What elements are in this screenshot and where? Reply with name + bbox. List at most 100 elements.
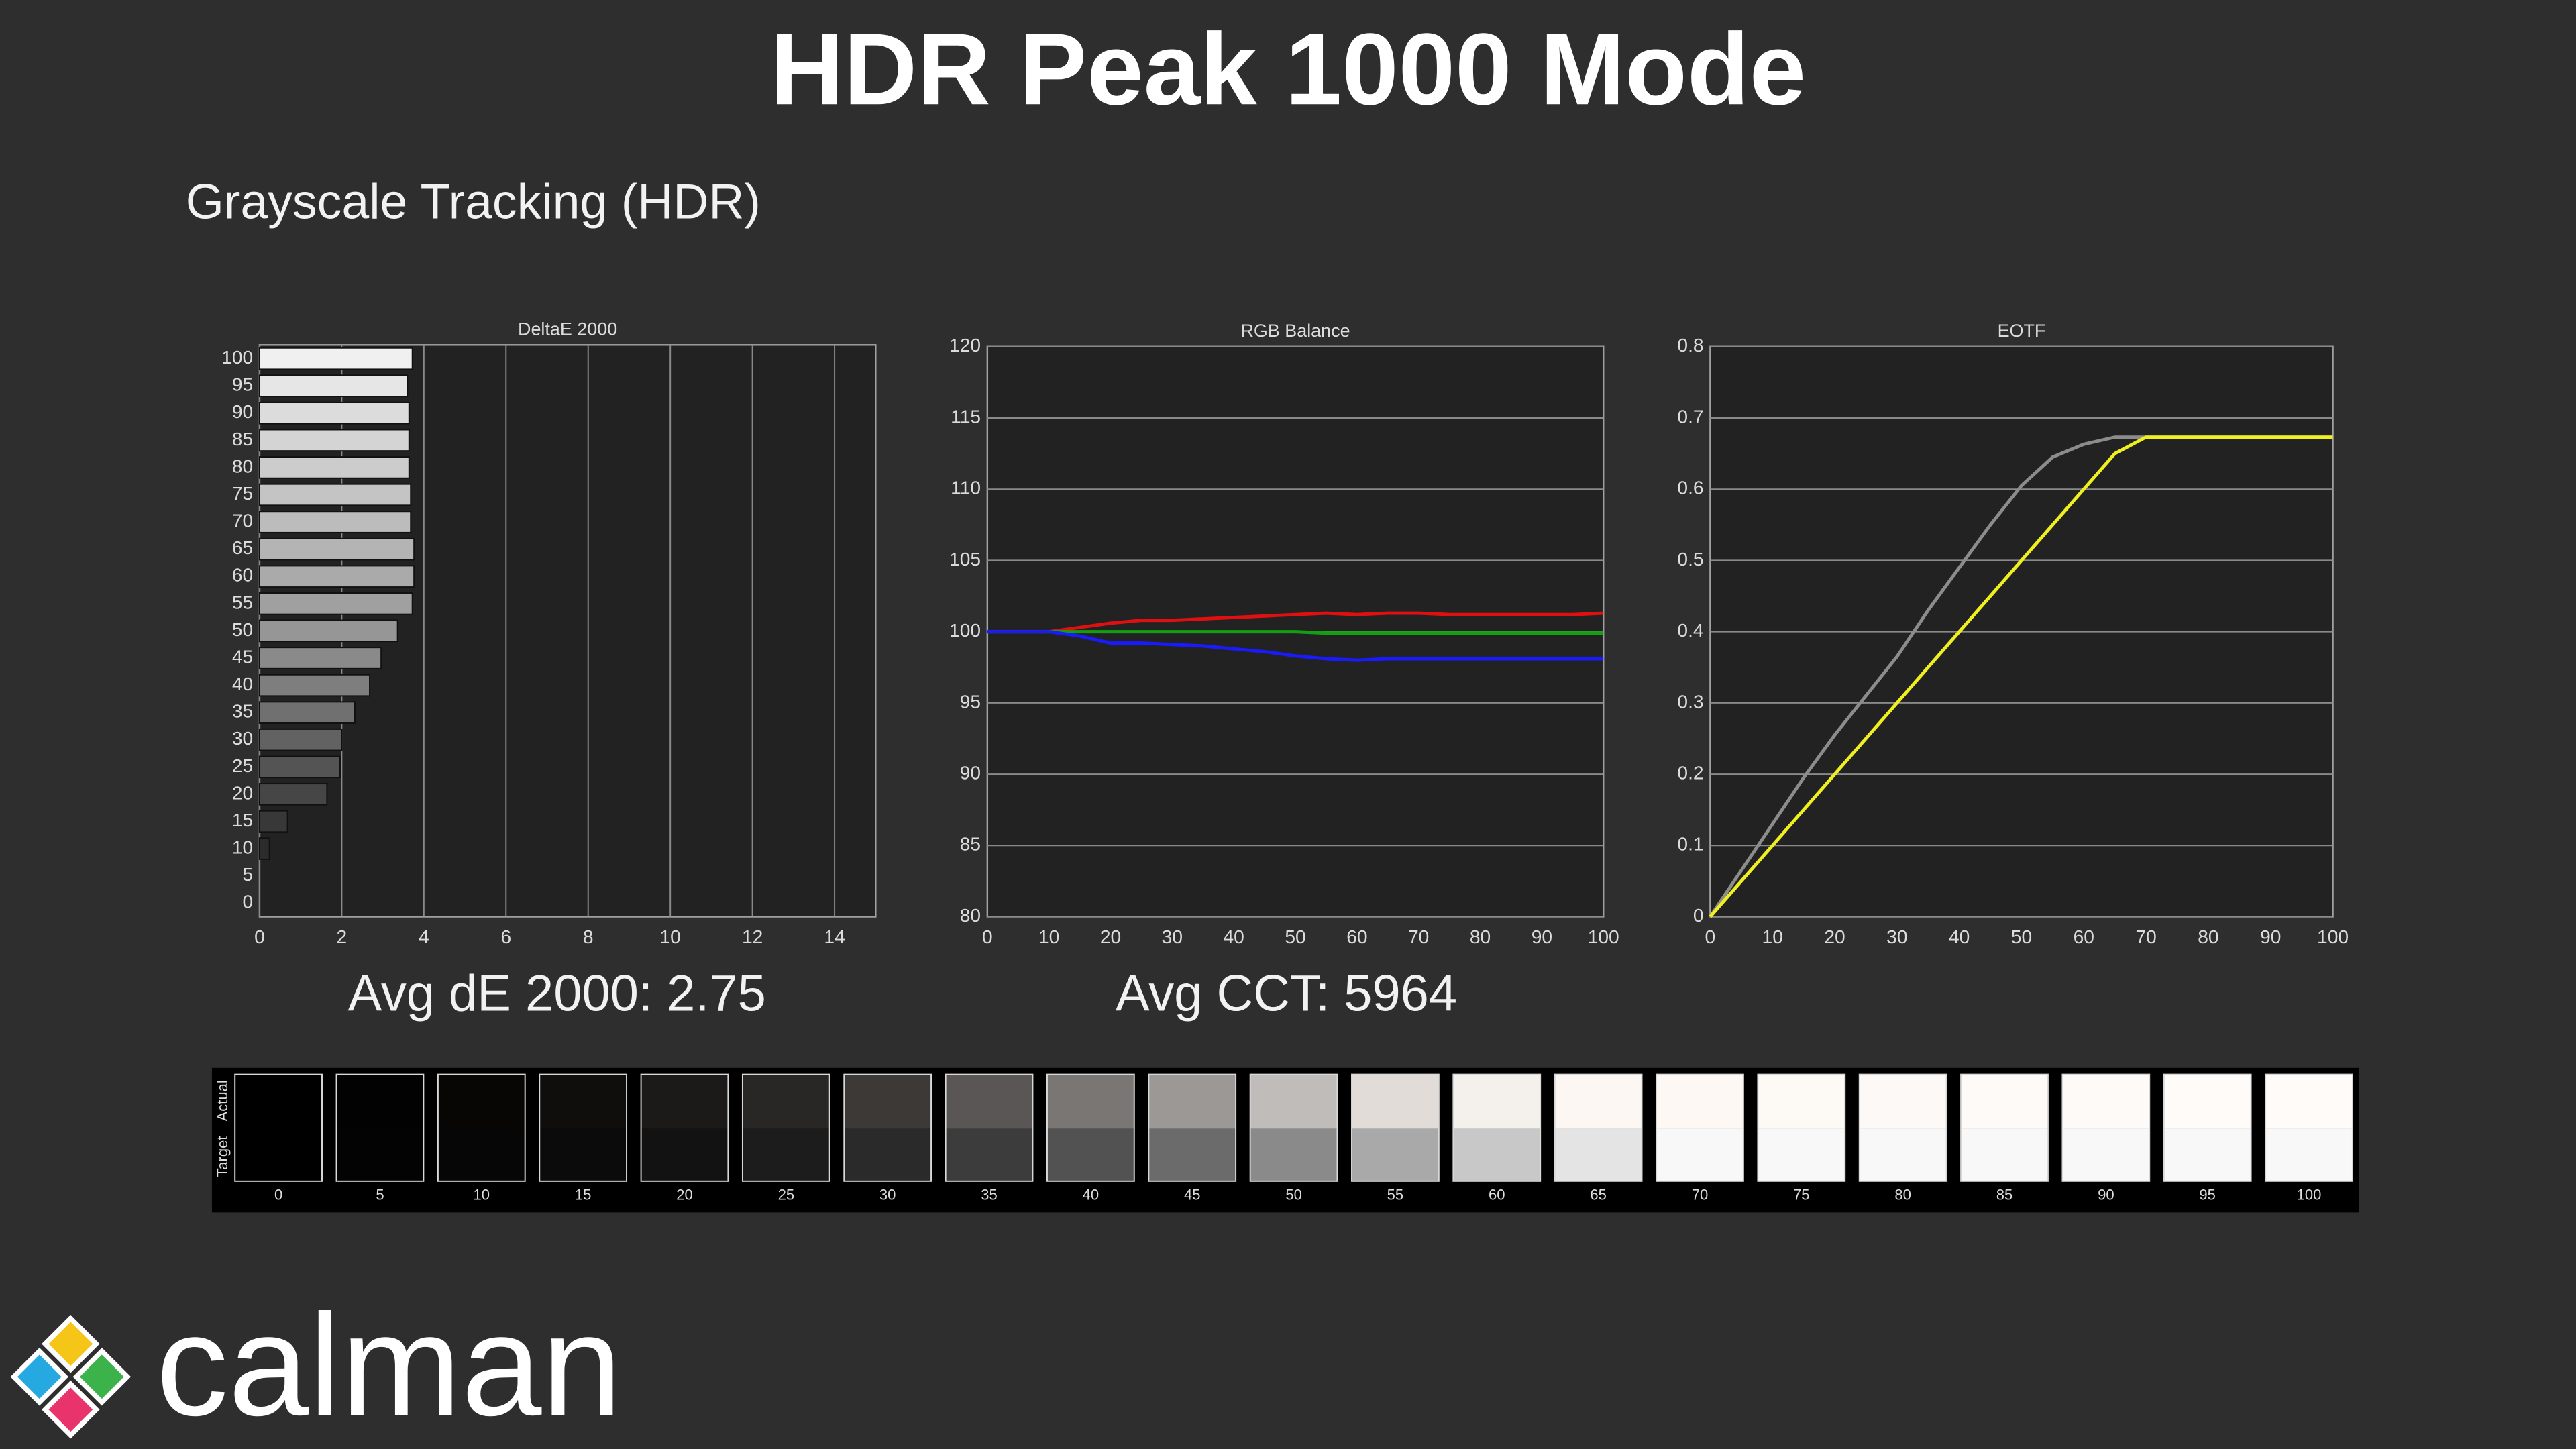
swatch-actual: [1352, 1074, 1439, 1129]
swatch-actual: [2163, 1074, 2251, 1129]
swatch-border: [1656, 1073, 1744, 1182]
swatch-label: 70: [1692, 1187, 1709, 1203]
swatch-border: [1148, 1073, 1237, 1182]
x-tick-label: 10: [1762, 926, 1783, 947]
x-tick-label: 20: [1824, 926, 1845, 947]
y-tick-label: 100: [221, 347, 253, 368]
swatch-actual: [437, 1074, 525, 1129]
swatch-target: [641, 1128, 729, 1181]
swatch-actual: [1250, 1074, 1338, 1129]
logo-diamond: [10, 1347, 69, 1406]
x-tick-label: 0: [254, 926, 265, 947]
swatch-border: [1046, 1073, 1135, 1182]
y-tick-label: 0.5: [1677, 549, 1703, 570]
y-tick-label: 120: [949, 335, 981, 356]
avg-de: Avg dE 2000: 2.75: [348, 965, 766, 1022]
swatch-label: 100: [2297, 1187, 2322, 1203]
x-tick-label: 70: [2135, 926, 2156, 947]
y-tick-label: 65: [232, 537, 253, 558]
bar: [258, 837, 270, 860]
y-tick-label: 115: [951, 406, 981, 427]
x-tick-label: 2: [337, 926, 347, 947]
x-tick-label: 80: [2198, 926, 2218, 947]
series-line: [987, 611, 1604, 634]
y-tick-label: 25: [232, 755, 253, 776]
swatch-actual: [1453, 1074, 1541, 1129]
swatch-label: 80: [1894, 1187, 1911, 1203]
swatch-label: 50: [1285, 1187, 1302, 1203]
swatch-label: 0: [274, 1187, 282, 1203]
y-tick-label: 35: [232, 701, 253, 722]
logo-icon: [10, 1314, 131, 1439]
y-tick-label: 0.6: [1677, 478, 1703, 498]
swatch-target: [437, 1128, 525, 1181]
swatch-border: [437, 1073, 526, 1182]
y-tick-label: 0.3: [1677, 691, 1703, 712]
swatch-actual: [844, 1074, 932, 1129]
y-tick-label: 85: [960, 834, 981, 855]
y-tick-label: 0.2: [1677, 763, 1703, 784]
swatch-border: [1858, 1073, 1947, 1182]
swatch-target: [1148, 1128, 1236, 1181]
swatch-actual: [1554, 1074, 1642, 1129]
chart-title: RGB Balance: [1240, 321, 1350, 341]
page-title: HDR Peak 1000 Mode: [770, 13, 1806, 126]
y-tick-label: 85: [232, 429, 253, 449]
bar: [258, 783, 328, 806]
y-tick-label: 80: [232, 455, 253, 476]
swatch-actual: [235, 1074, 322, 1129]
y-tick-label: 95: [960, 691, 981, 712]
x-tick-label: 40: [1224, 926, 1244, 947]
swatch-label: 60: [1489, 1187, 1505, 1203]
swatch-border: [741, 1073, 830, 1182]
swatch-border: [2265, 1073, 2353, 1182]
logo-diamond: [42, 1314, 100, 1373]
avg-cct: Avg CCT: 5964: [1116, 965, 1457, 1022]
y-tick-label: 70: [232, 511, 253, 531]
y-tick-label: 0.7: [1677, 406, 1703, 427]
swatch-border: [1452, 1073, 1542, 1182]
bar: [258, 701, 356, 724]
swatch-target: [945, 1128, 1033, 1181]
swatch-target: [1046, 1128, 1134, 1181]
chart-title: DeltaE 2000: [518, 319, 617, 339]
x-tick-label: 50: [1285, 926, 1305, 947]
y-tick-label: 105: [949, 549, 981, 570]
swatch-actual: [742, 1074, 830, 1129]
x-tick-label: 50: [2011, 926, 2032, 947]
swatch-target: [235, 1128, 322, 1181]
swatch-target: [1859, 1128, 1947, 1181]
swatch-label: 65: [1590, 1187, 1607, 1203]
y-tick-label: 0.1: [1677, 834, 1703, 855]
chart-title: EOTF: [1998, 321, 2046, 341]
bar: [258, 728, 343, 751]
y-tick-label: 15: [232, 810, 253, 830]
swatch-border: [335, 1073, 425, 1182]
y-tick-label: 100: [949, 620, 981, 641]
swatch-label: 10: [474, 1187, 490, 1203]
y-tick-label: 0: [1693, 905, 1704, 926]
y-tick-label: 50: [232, 619, 253, 640]
swatch-label: 40: [1083, 1187, 1099, 1203]
swatch-actual: [1758, 1074, 1845, 1129]
y-tick-label: 75: [232, 483, 253, 504]
y-tick-label: 0.8: [1677, 335, 1703, 356]
x-tick-label: 40: [1949, 926, 1970, 947]
series-line: [987, 630, 1604, 635]
swatch-border: [539, 1073, 628, 1182]
y-tick-label: 80: [960, 905, 981, 926]
x-tick-label: 100: [1588, 926, 1619, 947]
swatch-label: 45: [1184, 1187, 1201, 1203]
y-tick-label: 0.4: [1677, 620, 1703, 641]
bar: [258, 429, 410, 452]
x-tick-label: 8: [583, 926, 594, 947]
x-tick-label: 20: [1100, 926, 1121, 947]
swatch-border: [1351, 1073, 1440, 1182]
bar: [258, 592, 413, 615]
subtitle: Grayscale Tracking (HDR): [186, 174, 761, 229]
swatch-border: [945, 1073, 1034, 1182]
y-tick-label: 55: [232, 592, 253, 612]
y-tick-label: 30: [232, 728, 253, 749]
y-tick-label: 40: [232, 674, 253, 694]
x-tick-label: 70: [1408, 926, 1429, 947]
